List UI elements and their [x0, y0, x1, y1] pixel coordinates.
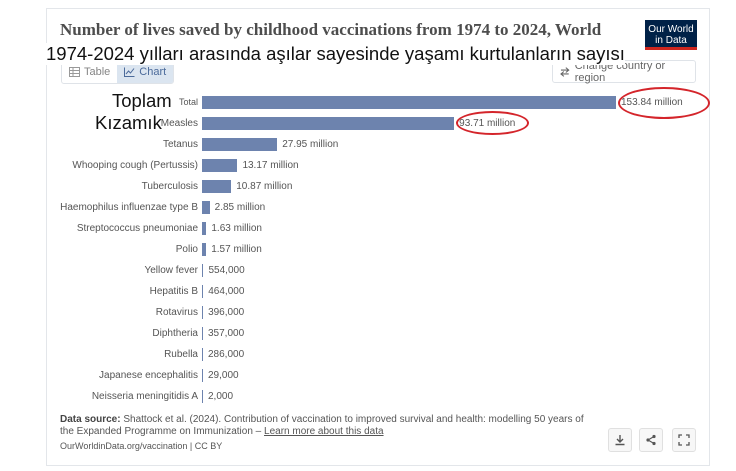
highlight-circle-measles — [456, 111, 529, 135]
learn-more-link[interactable]: Learn more about this data — [264, 426, 384, 437]
owid-logo[interactable]: Our World in Data — [645, 20, 697, 50]
value-label-rubella: 286,000 — [208, 349, 245, 360]
bar-measles[interactable] — [202, 117, 455, 130]
share-icon — [646, 434, 656, 446]
value-label-whooping-cough-pertussis: 13.17 million — [242, 160, 299, 171]
download-button[interactable] — [608, 428, 632, 452]
value-label-streptococcus-pneumoniae: 1.63 million — [211, 223, 262, 234]
table-icon — [69, 67, 80, 77]
tab-chart[interactable]: Chart — [117, 61, 174, 83]
bar-japanese-encephalitis[interactable] — [202, 369, 203, 382]
category-label-japanese-encephalitis: Japanese encephalitis — [99, 370, 198, 381]
overlay-subtitle: 1974-2024 yılları arasında aşılar sayesi… — [46, 43, 625, 65]
value-label-tetanus: 27.95 million — [282, 139, 339, 150]
value-label-hepatitis-b: 464,000 — [208, 286, 245, 297]
value-label-diphtheria: 357,000 — [208, 328, 245, 339]
bar-diphtheria[interactable] — [202, 327, 203, 340]
category-label-diphtheria: Diphtheria — [152, 328, 198, 339]
value-label-neisseria-meningitidis-a: 2,000 — [208, 391, 234, 402]
category-label-tetanus: Tetanus — [162, 139, 198, 150]
value-label-tuberculosis: 10.87 million — [236, 181, 293, 192]
bar-neisseria-meningitidis-a[interactable] — [202, 390, 203, 403]
bar-hepatitis-b[interactable] — [202, 285, 204, 298]
category-label-hepatitis-b: Hepatitis B — [149, 286, 198, 297]
source-separator: – — [252, 426, 265, 437]
bar-yellow-fever[interactable] — [202, 264, 204, 277]
category-label-measles: Measles — [160, 118, 198, 129]
logo-line-1: Our World — [648, 24, 694, 35]
tab-table-label: Table — [84, 66, 111, 78]
view-toggle: Table Chart — [61, 60, 175, 84]
category-label-rubella: Rubella — [164, 349, 198, 360]
chart-frame — [46, 8, 710, 466]
value-label-rotavirus: 396,000 — [208, 307, 245, 318]
overlay-label-measles: Kızamık — [95, 112, 162, 134]
source-label: Data source: — [60, 414, 121, 425]
chart-footer: Data source: Shattock et al. (2024). Con… — [60, 414, 600, 452]
bar-total[interactable] — [202, 96, 616, 109]
category-label-polio: Polio — [175, 244, 198, 255]
category-label-rotavirus: Rotavirus — [155, 307, 198, 318]
bar-rubella[interactable] — [202, 348, 203, 361]
share-button[interactable] — [639, 428, 663, 452]
highlight-circle-total — [618, 87, 710, 119]
category-label-whooping-cough-pertussis: Whooping cough (Pertussis) — [72, 160, 198, 171]
bar-whooping-cough-pertussis[interactable] — [202, 159, 238, 172]
category-label-total: Total — [178, 97, 198, 107]
swap-arrows-icon — [560, 66, 570, 77]
logo-line-2: in Data — [655, 35, 687, 46]
value-label-polio: 1.57 million — [211, 244, 262, 255]
category-label-tuberculosis: Tuberculosis — [141, 181, 198, 192]
bar-haemophilus-influenzae-type-b[interactable] — [202, 201, 210, 214]
attribution[interactable]: OurWorldinData.org/vaccination | CC BY — [60, 441, 223, 451]
category-label-yellow-fever: Yellow fever — [144, 265, 198, 276]
overlay-label-total: Toplam — [112, 90, 172, 112]
source-text: Shattock et al. (2024). Contribution of … — [60, 414, 584, 437]
value-label-japanese-encephalitis: 29,000 — [208, 370, 239, 381]
bar-polio[interactable] — [202, 243, 207, 256]
fullscreen-button[interactable] — [672, 428, 696, 452]
category-label-haemophilus-influenzae-type-b: Haemophilus influenzae type B — [60, 202, 198, 213]
chart-title: Number of lives saved by childhood vacci… — [60, 20, 602, 39]
bar-tuberculosis[interactable] — [202, 180, 232, 193]
tab-table[interactable]: Table — [62, 61, 117, 83]
download-icon — [615, 435, 625, 446]
bar-rotavirus[interactable] — [202, 306, 204, 319]
chart-icon — [124, 67, 135, 77]
bar-tetanus[interactable] — [202, 138, 278, 151]
bar-streptococcus-pneumoniae[interactable] — [202, 222, 207, 235]
expand-icon — [678, 434, 690, 446]
value-label-yellow-fever: 554,000 — [208, 265, 245, 276]
value-label-haemophilus-influenzae-type-b: 2.85 million — [214, 202, 266, 213]
source-note: Data source: Shattock et al. (2024). Con… — [60, 414, 600, 438]
tab-chart-label: Chart — [139, 66, 167, 78]
category-label-neisseria-meningitidis-a: Neisseria meningitidis A — [91, 391, 198, 402]
category-label-streptococcus-pneumoniae: Streptococcus pneumoniae — [76, 223, 198, 234]
